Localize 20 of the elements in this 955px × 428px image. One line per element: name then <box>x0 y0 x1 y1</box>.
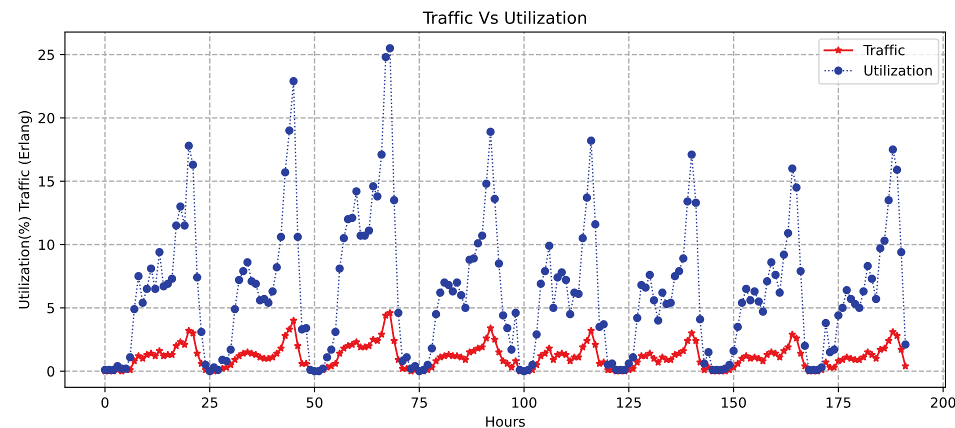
legend-label: Traffic <box>863 44 904 56</box>
x-tick-label: 175 <box>826 397 850 408</box>
x-tick-label: 200 <box>930 397 955 408</box>
x-tick-label: 100 <box>512 397 536 408</box>
y-axis-title: Utilization(%) Traffic (Erlang) <box>18 111 32 308</box>
y-tick-label: 15 <box>39 176 54 187</box>
x-tick-label: 75 <box>412 397 427 408</box>
x-tick-label: 25 <box>202 397 218 408</box>
x-tick-label: 150 <box>722 397 746 408</box>
y-tick-label: 25 <box>38 50 54 60</box>
x-tick-label: 50 <box>306 397 322 408</box>
y-tick-label: 10 <box>39 240 54 250</box>
y-tick-label: 0 <box>47 366 54 377</box>
x-tick-label: 125 <box>617 397 641 408</box>
y-tick-label: 5 <box>47 303 54 314</box>
x-axis-title: Hours <box>486 416 525 427</box>
x-tick-label: 0 <box>101 397 108 408</box>
chart-title: Traffic Vs Utilization <box>422 11 586 24</box>
y-tick-label: 20 <box>38 112 54 124</box>
legend-label: Utilization <box>864 64 932 76</box>
